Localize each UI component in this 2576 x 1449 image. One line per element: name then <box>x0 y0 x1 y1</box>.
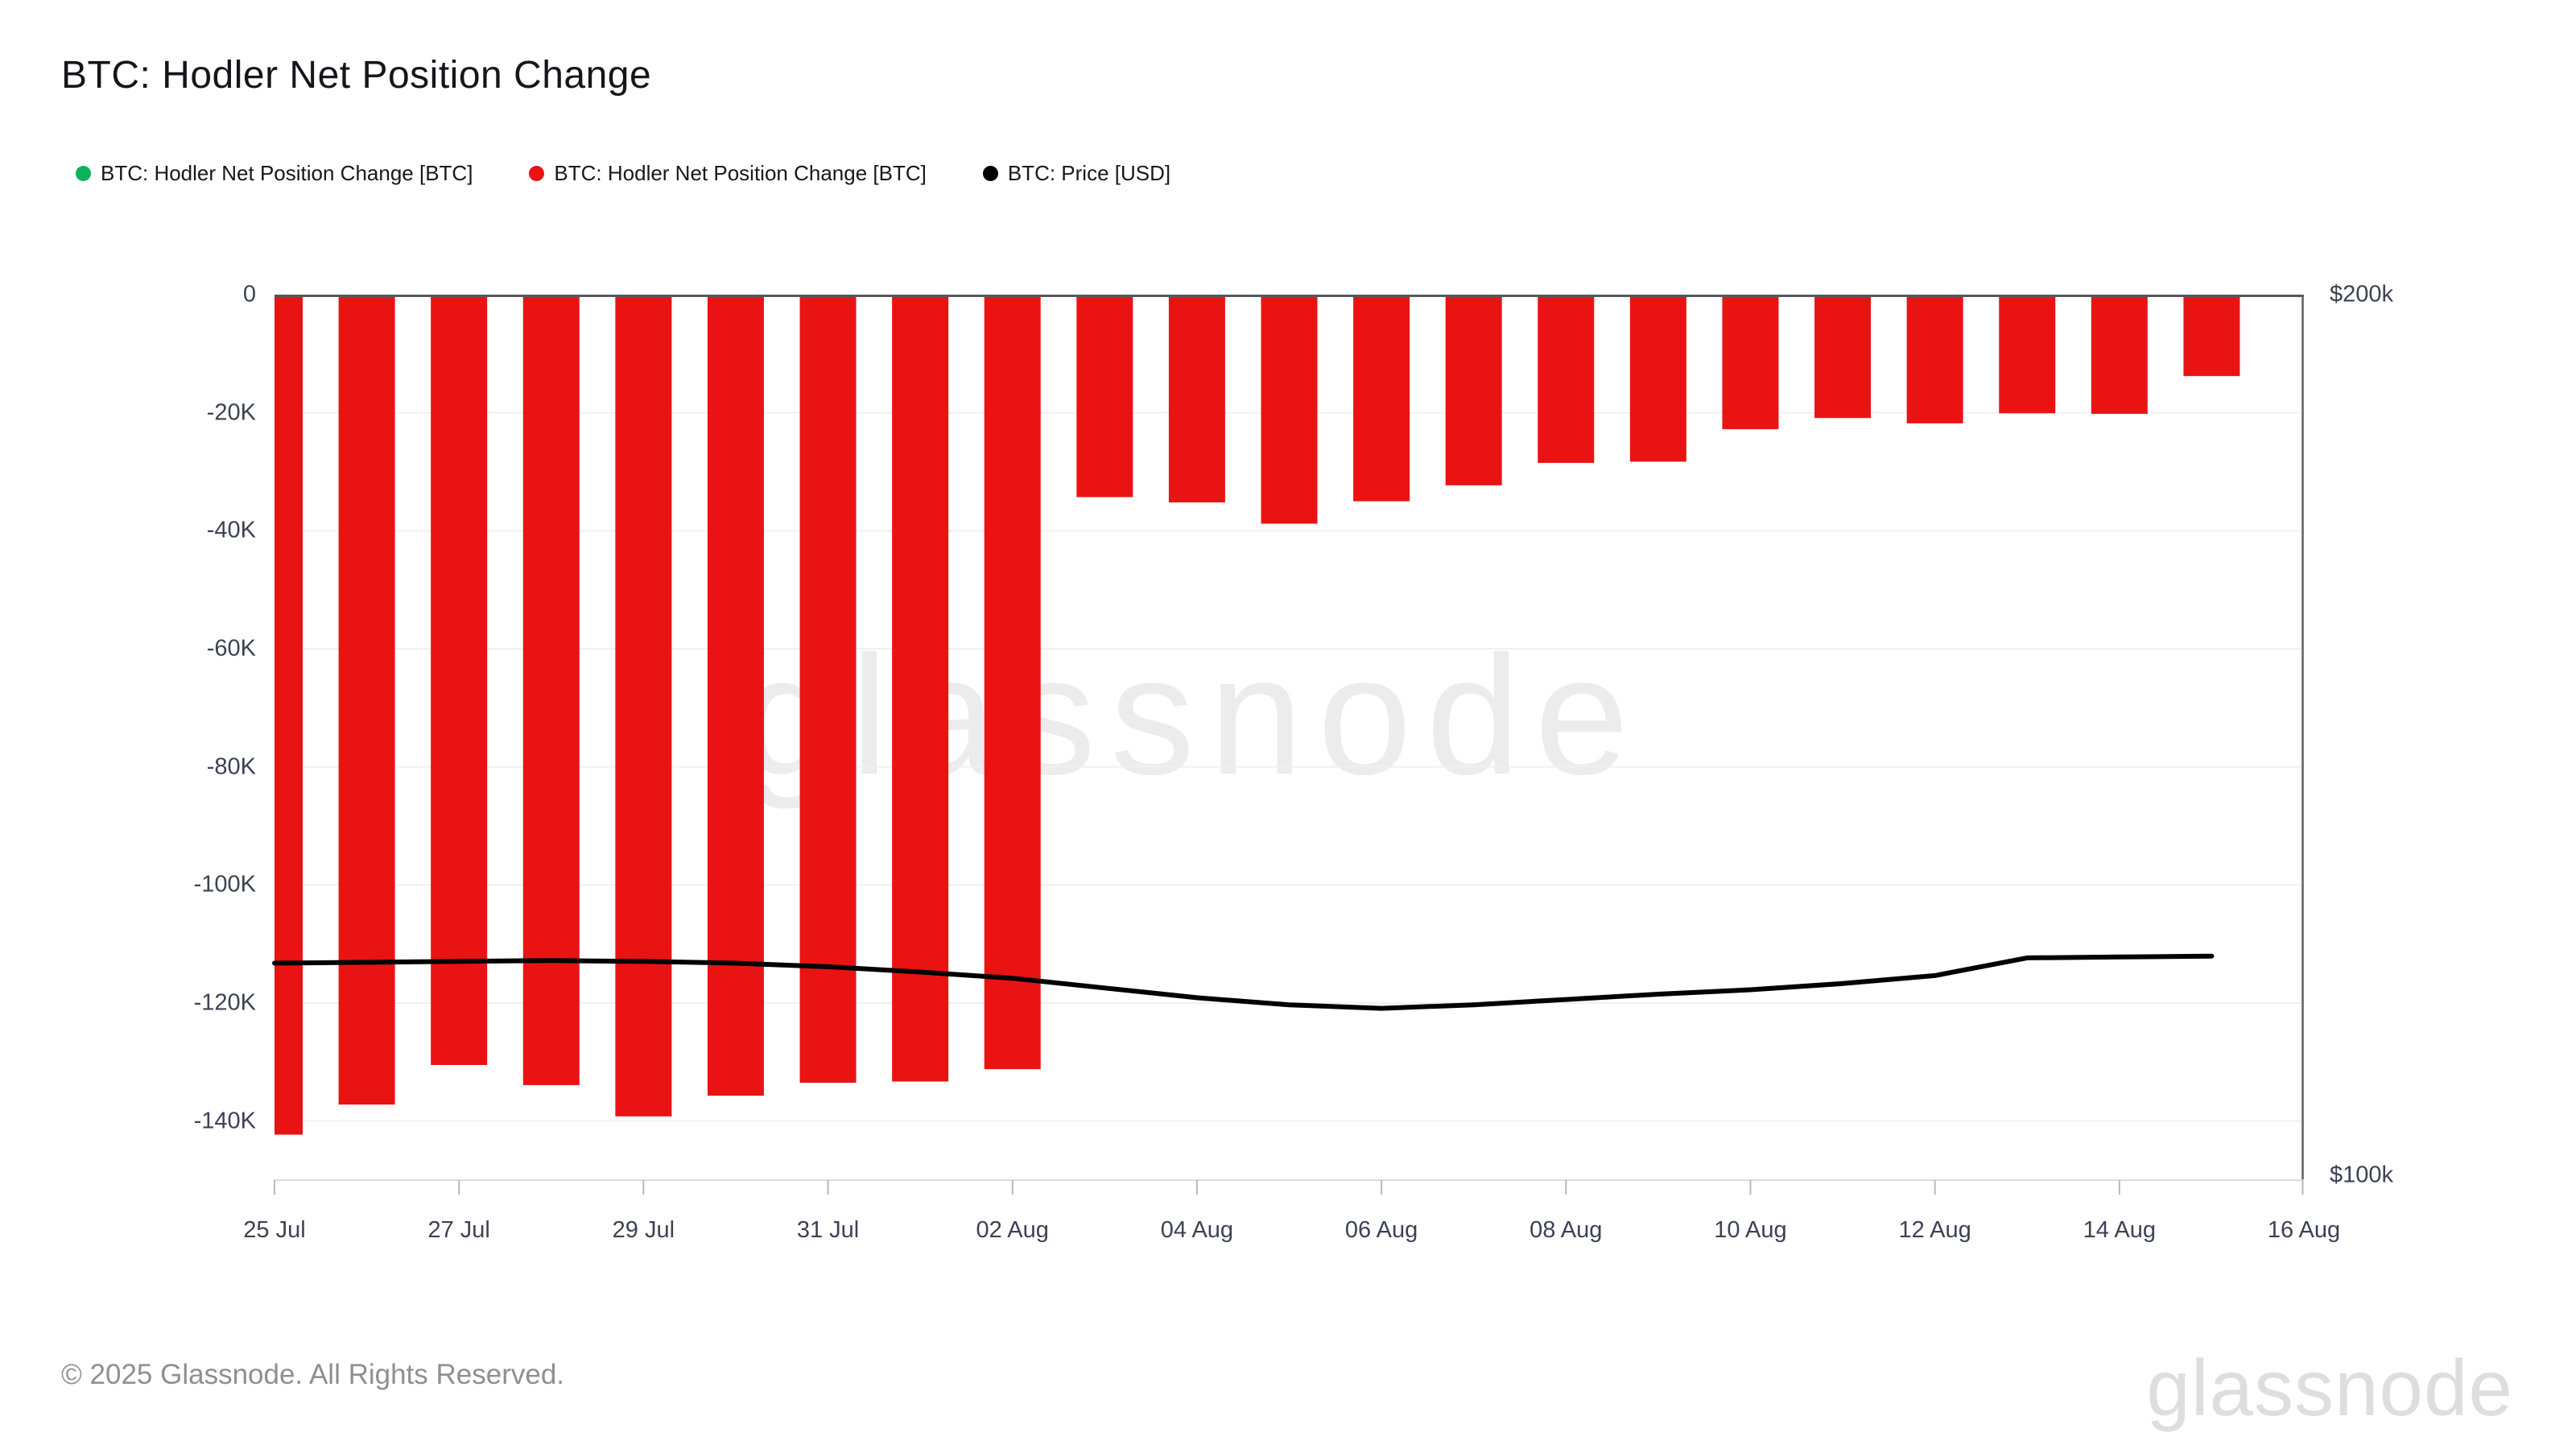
bar <box>892 295 949 1082</box>
x-axis-label: 08 Aug <box>1530 1217 1603 1243</box>
y-axis-left-label: -120K <box>193 989 256 1016</box>
bar <box>2091 295 2148 415</box>
x-axis-label: 25 Jul <box>243 1217 306 1243</box>
bar <box>1445 295 1502 485</box>
bar <box>2183 295 2240 377</box>
watermark-text: glassnode <box>742 621 1643 810</box>
legend-marker-icon <box>529 166 545 181</box>
x-axis-label: 29 Jul <box>612 1217 675 1243</box>
legend-item-label: BTC: Hodler Net Position Change [BTC] <box>554 161 927 185</box>
y-axis-left-label: -100K <box>193 871 256 898</box>
legend-item-0[interactable]: BTC: Hodler Net Position Change [BTC] <box>76 161 473 186</box>
x-axis-label: 14 Aug <box>2083 1217 2156 1243</box>
legend-item-label: BTC: Hodler Net Position Change [BTC] <box>101 161 473 185</box>
bar <box>1629 295 1686 462</box>
chart-canvas[interactable]: glassnode <box>272 295 2304 1198</box>
bar <box>1261 295 1318 524</box>
x-axis-label: 04 Aug <box>1160 1217 1234 1243</box>
bar <box>1168 295 1225 503</box>
glassnode-logo: glassnode <box>2146 1344 2513 1432</box>
price-line <box>272 953 2215 1011</box>
bar <box>1076 295 1133 497</box>
bar <box>1538 295 1595 463</box>
legend-item-2[interactable]: BTC: Price [USD] <box>982 161 1171 186</box>
legend: BTC: Hodler Net Position Change [BTC] BTC… <box>76 161 1170 186</box>
y-axis-left-label: -60K <box>206 635 256 662</box>
y-axis-left-label: -140K <box>193 1108 256 1134</box>
chart-area: 0 -20K -40K -60K -80K -100K -120K -140K $200k $10… <box>193 281 2394 1244</box>
bar <box>275 295 303 1135</box>
x-axis-label: 06 Aug <box>1344 1217 1418 1243</box>
x-axis-label: 16 Aug <box>2267 1217 2341 1243</box>
y-axis-left-label: -20K <box>206 399 256 426</box>
bar <box>984 295 1041 1070</box>
bar <box>431 295 488 1065</box>
y-axis-left-label: 0 <box>242 281 256 308</box>
y-axis-left-label: -40K <box>206 517 256 543</box>
legend-marker-icon <box>982 166 998 181</box>
y-axis-left-label: -80K <box>206 753 256 780</box>
x-axis-label: 10 Aug <box>1714 1217 1787 1243</box>
bar <box>799 295 857 1083</box>
footer: © 2025 Glassnode. All Rights Reserved. g… <box>0 1343 2576 1449</box>
y-axis-right-label: $100k <box>2330 1162 2394 1188</box>
x-axis-label: 31 Jul <box>796 1217 860 1243</box>
x-axis-label: 02 Aug <box>976 1217 1049 1243</box>
bar <box>1999 295 2056 414</box>
bar <box>522 295 580 1085</box>
x-axis-label: 27 Jul <box>427 1217 490 1243</box>
bar <box>1353 295 1410 502</box>
copyright-text: © 2025 Glassnode. All Rights Reserved. <box>61 1359 565 1390</box>
legend-item-label: BTC: Price [USD] <box>1007 161 1171 185</box>
bar <box>1906 295 1963 423</box>
x-axis-label: 12 Aug <box>1898 1217 1971 1243</box>
y-axis-right-label: $200k <box>2330 281 2394 308</box>
legend-item-1[interactable]: BTC: Hodler Net Position Change [BTC] <box>529 161 927 186</box>
bar <box>1722 295 1779 430</box>
bar <box>338 295 395 1105</box>
legend-marker-icon <box>76 166 91 181</box>
page-title: BTC: Hodler Net Position Change <box>61 54 652 97</box>
bar <box>615 295 672 1117</box>
bar <box>1814 295 1872 419</box>
bar <box>707 295 764 1096</box>
